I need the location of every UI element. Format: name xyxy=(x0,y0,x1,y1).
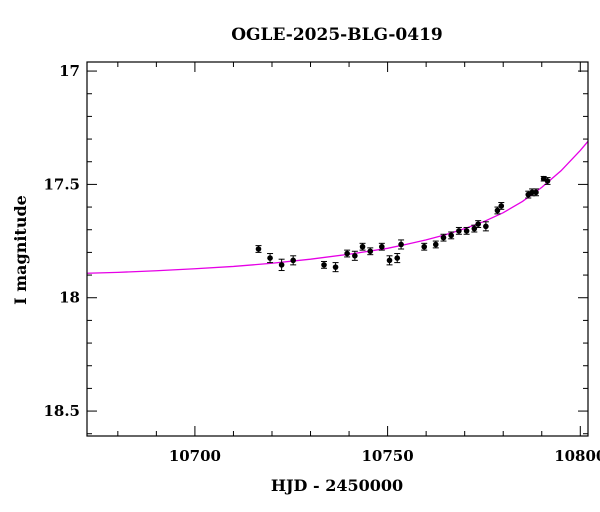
data-marker xyxy=(498,203,505,209)
data-point xyxy=(432,240,439,249)
data-point xyxy=(378,242,385,251)
data-point xyxy=(255,245,262,253)
data-point xyxy=(463,226,470,235)
data-marker xyxy=(421,243,428,250)
data-marker xyxy=(533,189,539,196)
y-tick-label: 17.5 xyxy=(43,175,80,193)
data-marker xyxy=(386,257,393,264)
y-axis-label: I magnitude xyxy=(11,195,30,305)
data-point xyxy=(498,202,505,210)
data-marker xyxy=(463,228,470,234)
data-marker xyxy=(440,234,447,241)
plot-clipped-group xyxy=(87,140,588,274)
data-marker xyxy=(471,225,478,232)
y-tick-label: 18.5 xyxy=(43,402,80,420)
data-marker xyxy=(394,255,401,261)
data-marker xyxy=(398,241,404,248)
data-marker xyxy=(367,248,374,255)
data-point xyxy=(359,242,366,251)
data-point xyxy=(278,258,285,272)
data-marker xyxy=(494,207,501,214)
plot-area xyxy=(87,140,588,274)
data-marker xyxy=(359,243,366,250)
data-point xyxy=(344,249,351,258)
data-point xyxy=(367,247,374,256)
x-tick-label: 10700 xyxy=(169,447,221,465)
data-point xyxy=(386,255,393,266)
data-marker xyxy=(267,255,273,261)
data-point xyxy=(544,177,551,185)
data-marker xyxy=(544,178,551,184)
data-marker xyxy=(344,250,350,257)
data-marker xyxy=(432,241,439,248)
data-marker xyxy=(290,257,296,264)
data-marker xyxy=(255,246,262,252)
y-tick-label: 18 xyxy=(59,289,80,307)
x-axis-label: HJD - 2450000 xyxy=(271,476,403,495)
data-marker xyxy=(278,262,285,268)
data-point xyxy=(267,253,274,264)
data-point xyxy=(321,260,328,269)
data-point xyxy=(440,233,447,242)
data-point xyxy=(332,262,339,273)
data-marker xyxy=(483,223,489,230)
model-curve xyxy=(87,140,588,274)
data-marker xyxy=(529,189,535,196)
data-point xyxy=(532,188,539,197)
data-marker xyxy=(456,228,462,234)
data-point xyxy=(394,253,401,264)
data-marker xyxy=(448,232,454,239)
x-tick-label: 10750 xyxy=(362,447,414,465)
x-tick-label: 10800 xyxy=(554,447,600,465)
data-marker xyxy=(379,243,385,250)
data-marker xyxy=(352,253,358,259)
data-marker xyxy=(321,262,327,268)
data-point xyxy=(475,220,482,228)
plot-frame xyxy=(86,61,589,437)
data-point xyxy=(455,226,462,235)
chart-title: OGLE-2025-BLG-0419 xyxy=(231,25,443,45)
data-point xyxy=(448,231,455,240)
data-point xyxy=(398,239,405,250)
data-point xyxy=(482,221,489,232)
data-point xyxy=(290,255,297,266)
data-marker xyxy=(332,264,339,270)
data-point xyxy=(351,250,358,261)
data-point xyxy=(421,242,428,251)
y-tick-label: 17 xyxy=(59,62,80,80)
axes: 10700 10750 10800 17 17.5 18 18.5 xyxy=(43,61,600,465)
data-marker xyxy=(475,221,481,227)
